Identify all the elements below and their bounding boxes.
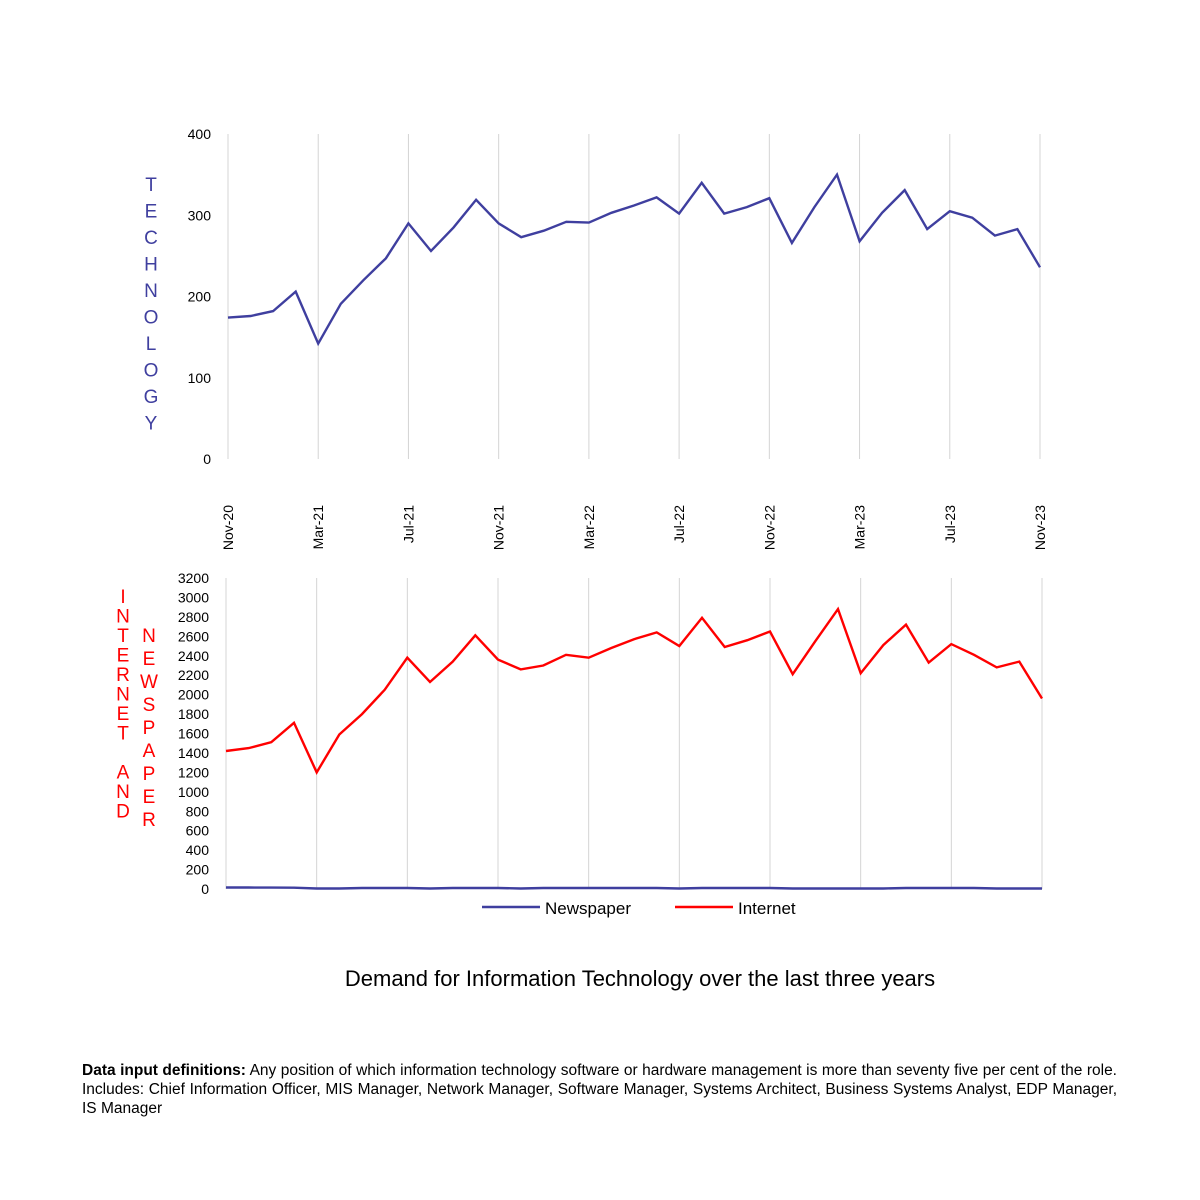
series-line-technology: [227, 171, 1042, 347]
y-tick-label: 2600: [178, 628, 209, 644]
y-axis-label-letter: R: [116, 665, 130, 686]
y-axis-label-letter: H: [144, 255, 158, 276]
x-tick-label: Mar-22: [581, 505, 597, 550]
y-tick-label: 1400: [178, 745, 209, 761]
x-tick-label: Nov-22: [761, 505, 777, 550]
y-axis-label-letter: I: [120, 587, 125, 608]
y-axis-label-letter: N: [116, 685, 130, 706]
y-tick-label: 3000: [178, 589, 209, 605]
y-tick-label: 2400: [178, 648, 209, 664]
y-axis-label-letter: P: [143, 718, 156, 739]
internet-newspaper-chart: 0 200 400 600 800 1000 1200 1400 1600 1800 2000 220…: [116, 570, 1044, 897]
y-tick-label: 1600: [178, 726, 209, 742]
y-tick-label: 2200: [178, 667, 209, 683]
y-axis-label-letter: N: [116, 782, 130, 803]
y-axis-label-letter: C: [144, 228, 158, 249]
y-tick-label: 200: [186, 862, 210, 878]
y-tick-label: 0: [203, 451, 211, 467]
x-tick-label: Jul-22: [671, 505, 687, 543]
y-axis-label-letter: A: [117, 763, 130, 784]
y-tick-label: 400: [186, 842, 210, 858]
y-axis-label-letter: R: [142, 810, 156, 831]
chart-caption: Demand for Information Technology over t…: [344, 966, 936, 991]
legend-label-newspaper: Newspaper: [545, 899, 631, 918]
y-axis-label-letter: T: [145, 175, 157, 196]
legend-label-internet: Internet: [738, 899, 796, 918]
y-tick-label: 100: [188, 370, 212, 386]
series-line-newspaper: [226, 886, 1042, 890]
y-axis-label-letter: E: [117, 704, 130, 725]
legend: Newspaper Internet: [482, 899, 796, 918]
definitions-text: Any position of which information techno…: [82, 1062, 1117, 1117]
y-axis-label-letter: E: [143, 649, 156, 670]
y-axis-label-letter: A: [143, 741, 156, 762]
y-tick-label: 2000: [178, 687, 209, 703]
y-tick-label: 400: [188, 126, 212, 142]
y-axis-label-letter: E: [117, 646, 130, 667]
y-axis-label-letter: E: [145, 202, 158, 223]
x-tick-label: Nov-23: [1032, 505, 1048, 550]
x-tick-label: Jul-23: [942, 505, 958, 543]
y-axis-label-letter: N: [116, 607, 130, 628]
x-tick-label: Nov-20: [220, 505, 236, 550]
x-tick-label: Nov-21: [491, 505, 507, 550]
x-tick-label: Mar-23: [852, 505, 868, 550]
y-tick-label: 1800: [178, 706, 209, 722]
y-axis-label-letter: T: [117, 724, 129, 745]
definitions-label: Data input definitions:: [82, 1062, 246, 1079]
y-tick-label: 1000: [178, 784, 209, 800]
charts-svg: 0 100 200 300 400 Nov-20 Mar-21 Jul-21 Nov-21 Mar…: [116, 126, 1048, 918]
y-axis-label-letter: W: [140, 672, 158, 693]
y-axis-label-letter: N: [144, 281, 158, 302]
y-tick-label: 800: [186, 803, 210, 819]
y-axis-label-letter: S: [143, 695, 156, 716]
y-axis-label-letter: T: [117, 626, 129, 647]
y-tick-label: 600: [186, 823, 210, 839]
series-line-internet: [225, 606, 1044, 775]
y-axis-label-letter: L: [146, 334, 157, 355]
y-tick-label: 300: [188, 207, 212, 223]
y-tick-label: 200: [188, 289, 212, 305]
y-axis-label-letter: N: [142, 626, 156, 647]
technology-chart: 0 100 200 300 400 Nov-20 Mar-21 Jul-21 Nov-21 Mar…: [144, 126, 1048, 550]
x-tick-label: Mar-21: [310, 505, 326, 550]
y-axis-label-letter: Y: [145, 414, 158, 435]
y-axis-label-letter: P: [143, 764, 156, 785]
y-tick-label: 2800: [178, 609, 209, 625]
y-tick-label: 3200: [178, 570, 209, 586]
y-axis-label-letter: G: [144, 387, 159, 408]
data-definitions: Data input definitions: Any position of …: [82, 1061, 1117, 1118]
y-axis-label-letter: E: [143, 787, 156, 808]
y-axis-label-letter: D: [116, 802, 130, 823]
x-tick-label: Jul-21: [400, 505, 416, 543]
y-axis-label-letter: O: [144, 308, 159, 329]
y-tick-label: 1200: [178, 764, 209, 780]
y-axis-label-letter: O: [144, 361, 159, 382]
y-tick-label: 0: [201, 881, 209, 897]
